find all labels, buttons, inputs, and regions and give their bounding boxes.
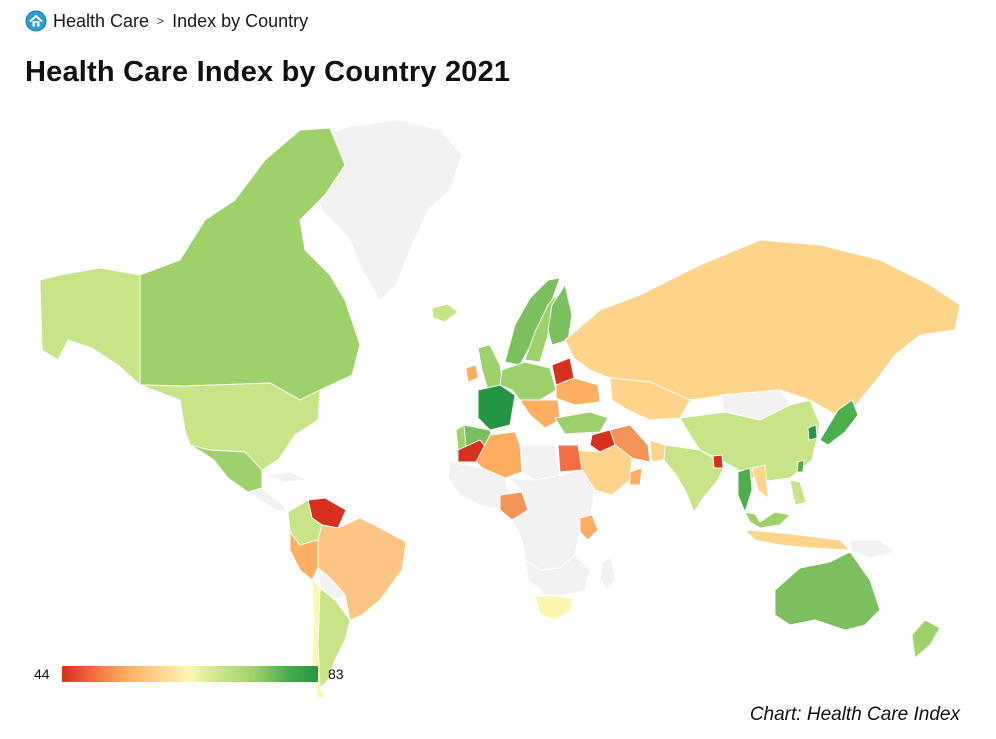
breadcrumb: Health Care > Index by Country	[25, 9, 308, 33]
country-madagascar[interactable]	[599, 557, 616, 591]
country-sweden[interactable]	[524, 294, 557, 363]
country-ukraine[interactable]	[555, 377, 601, 406]
breadcrumb-current: Index by Country	[172, 10, 309, 31]
color-legend: 44 83	[30, 664, 370, 686]
country-pakistan[interactable]	[649, 439, 666, 463]
country-central-america[interactable]	[246, 487, 289, 513]
legend-max-label: 83	[328, 666, 344, 682]
country-turkey[interactable]	[554, 411, 609, 435]
country-south-africa[interactable]	[534, 595, 574, 621]
country-greenland[interactable]	[309, 119, 463, 301]
country-cuba[interactable]	[264, 471, 309, 483]
country-kenya[interactable]	[579, 514, 599, 541]
country-malaysia[interactable]	[744, 511, 791, 529]
country-kazakhstan[interactable]	[609, 377, 691, 421]
country-india[interactable]	[663, 444, 726, 513]
country-australia[interactable]	[774, 551, 881, 631]
country-ireland[interactable]	[465, 364, 479, 383]
country-indonesia[interactable]	[743, 529, 852, 551]
country-united-kingdom[interactable]	[477, 344, 504, 391]
country-algeria[interactable]	[475, 431, 523, 479]
country-new-zealand[interactable]	[911, 619, 941, 659]
country-taiwan[interactable]	[796, 459, 805, 473]
country-france[interactable]	[477, 384, 516, 431]
country-alaska[interactable]	[39, 267, 141, 387]
country-libya[interactable]	[521, 444, 561, 481]
country-bolivia[interactable]	[317, 566, 346, 601]
country-egypt[interactable]	[557, 444, 583, 473]
country-japan[interactable]	[819, 399, 859, 446]
country-oman[interactable]	[629, 467, 643, 486]
country-bangladesh[interactable]	[712, 454, 724, 469]
page-title: Health Care Index by Country 2021	[25, 56, 511, 88]
country-canada[interactable]	[139, 127, 361, 401]
country-papua-new-guinea[interactable]	[849, 539, 896, 559]
breadcrumb-separator: >	[157, 14, 165, 28]
country-southern-africa[interactable]	[524, 554, 591, 596]
country-philippines[interactable]	[789, 479, 807, 506]
legend-gradient-bar	[62, 666, 318, 682]
country-united-states[interactable]	[139, 382, 321, 471]
world-map-svg	[39, 119, 961, 699]
country-portugal[interactable]	[455, 424, 467, 451]
country-peru[interactable]	[289, 530, 319, 581]
world-map	[0, 100, 996, 710]
country-south-korea[interactable]	[807, 424, 818, 441]
home-icon[interactable]	[25, 10, 47, 32]
legend-min-label: 44	[34, 666, 50, 682]
country-vietnam[interactable]	[751, 464, 769, 500]
country-thailand[interactable]	[737, 467, 753, 514]
chart-source: Chart: Health Care Index	[749, 704, 960, 725]
country-balkans[interactable]	[519, 399, 561, 429]
country-iceland[interactable]	[431, 303, 459, 323]
breadcrumb-home-link[interactable]: Health Care	[53, 10, 150, 31]
country-norway[interactable]	[504, 277, 561, 366]
